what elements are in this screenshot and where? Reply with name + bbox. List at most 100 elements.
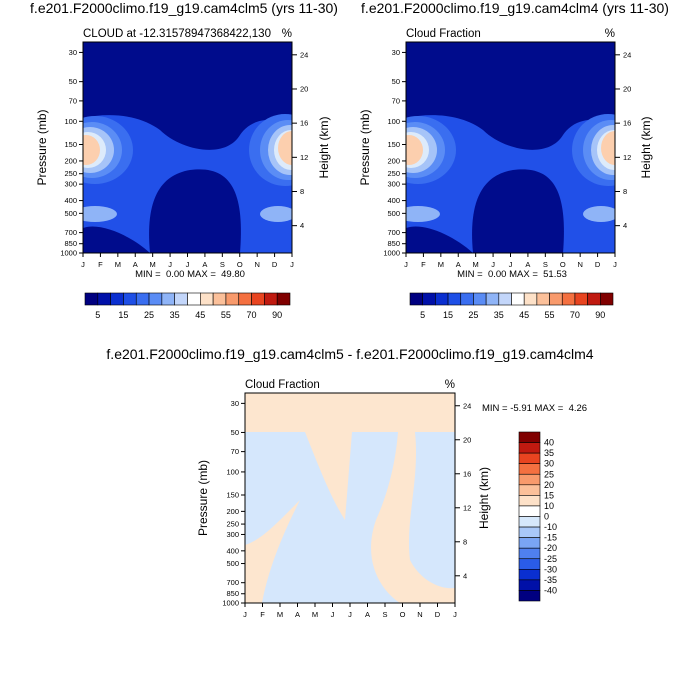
colorbar-label: 30 (544, 459, 554, 469)
y-axis-label: Pressure (mb) (196, 460, 210, 536)
y-tick-label: 400 (64, 196, 77, 205)
colorbar-label: 45 (195, 310, 205, 320)
colorbar-box (264, 292, 278, 306)
contour-shapes (83, 42, 292, 253)
y-tick-label: 30 (69, 48, 77, 57)
x-tick-label: J (81, 260, 85, 269)
x-tick-label: J (186, 260, 190, 269)
colorbar-box (148, 292, 163, 306)
colorbar-label: 90 (272, 310, 282, 320)
x-tick-label: M (277, 610, 283, 619)
colorbar-label: 90 (595, 310, 605, 320)
y-tick-label: 200 (64, 156, 77, 165)
colorbar-box (518, 579, 541, 591)
x-tick-label: D (272, 260, 278, 269)
y-tick-label: 1000 (222, 599, 239, 608)
y-tick-label: 1000 (383, 249, 400, 258)
y-tick-label: 400 (387, 196, 400, 205)
x-tick-label: J (243, 610, 247, 619)
colorbar-label: 55 (221, 310, 231, 320)
y2-tick-label: 4 (623, 221, 627, 230)
y-tick-label: 100 (226, 467, 239, 476)
y2-tick-label: 20 (300, 84, 308, 93)
x-tick-label: M (150, 260, 156, 269)
y-axis-label: Pressure (mb) (35, 109, 49, 185)
y-tick-label: 150 (226, 491, 239, 500)
stats-label: MIN = 0.00 MAX = 51.53 (457, 269, 567, 280)
x-tick-label: A (525, 260, 530, 269)
y2-tick-label: 16 (463, 469, 471, 478)
y-axis-label: Pressure (mb) (358, 109, 372, 185)
colorbar-box (238, 292, 252, 306)
y-tick-label: 700 (64, 228, 77, 237)
colorbar-box (518, 431, 541, 443)
colorbar-label: 35 (544, 448, 554, 458)
colorbar-box (574, 292, 588, 306)
colorbar-label: -25 (544, 554, 557, 564)
colorbar-box (276, 292, 291, 306)
contour-field (83, 42, 292, 253)
x-tick-label: F (421, 260, 426, 269)
y-tick-label: 100 (64, 117, 77, 126)
colorbar-box (518, 547, 541, 560)
stats-label: MIN = 0.00 MAX = 49.80 (135, 269, 245, 280)
x-tick-label: J (168, 260, 172, 269)
stats-label: MIN = -5.91 MAX = 4.26 (482, 403, 587, 414)
y-tick-label: 850 (226, 589, 239, 598)
y-tick-label: 400 (226, 546, 239, 555)
colorbar-box (200, 292, 214, 306)
y2-tick-label: 4 (463, 571, 467, 580)
x-tick-label: J (509, 260, 513, 269)
x-tick-label: J (331, 610, 335, 619)
x-tick-label: N (417, 610, 422, 619)
y2-tick-label: 24 (300, 50, 308, 59)
y-tick-label: 250 (387, 169, 400, 178)
y2-tick-label: 16 (623, 119, 631, 128)
colorbar-label: 15 (118, 310, 128, 320)
x-tick-label: O (400, 610, 406, 619)
colorbar-box (518, 526, 541, 538)
colorbar-box (518, 463, 541, 475)
x-tick-label: O (560, 260, 566, 269)
y2-tick-label: 16 (300, 119, 308, 128)
y-tick-label: 200 (387, 156, 400, 165)
colorbar-label: 55 (545, 310, 555, 320)
colorbar-box (435, 292, 449, 306)
y-tick-label: 500 (387, 209, 400, 218)
colorbar-box (518, 537, 541, 549)
colorbar-box (460, 292, 474, 306)
colorbar-box (123, 292, 137, 306)
y2-tick-label: 20 (623, 84, 631, 93)
y-tick-label: 30 (231, 399, 239, 408)
x-tick-label: F (98, 260, 103, 269)
colorbar-box (447, 292, 462, 306)
x-tick-label: N (254, 260, 259, 269)
y-tick-label: 1000 (60, 249, 77, 258)
y2-tick-label: 8 (623, 187, 627, 196)
colorbar-box (174, 292, 188, 306)
y-tick-label: 50 (392, 77, 400, 86)
colorbar-box (518, 484, 541, 496)
colorbar-label: 25 (468, 310, 478, 320)
colorbar-box (518, 558, 541, 570)
subtitle-left: CLOUD at -12.31578947368422,130 (83, 28, 271, 40)
y-tick-label: 700 (387, 228, 400, 237)
colorbar-box (135, 292, 150, 306)
x-tick-label: F (260, 610, 265, 619)
x-tick-label: J (613, 260, 617, 269)
x-tick-label: A (295, 610, 300, 619)
contour-shapes (406, 42, 615, 253)
colorbar-box (518, 442, 541, 454)
colorbar-label: -30 (544, 564, 557, 574)
colorbar-label: -35 (544, 575, 557, 585)
colorbar-label: 10 (544, 501, 554, 511)
x-tick-label: S (543, 260, 548, 269)
y-tick-label: 70 (231, 447, 239, 456)
y-tick-label: 850 (387, 239, 400, 248)
chart-title: f.e201.F2000climo.f19_g19.cam4clm5 - f.e… (106, 346, 593, 362)
x-tick-label: D (435, 610, 441, 619)
colorbar-label: -40 (544, 585, 557, 595)
colorbar-box (549, 292, 563, 306)
x-tick-label: D (595, 260, 601, 269)
chart-title: f.e201.F2000climo.f19_g19.cam4clm5 (yrs … (30, 0, 338, 16)
